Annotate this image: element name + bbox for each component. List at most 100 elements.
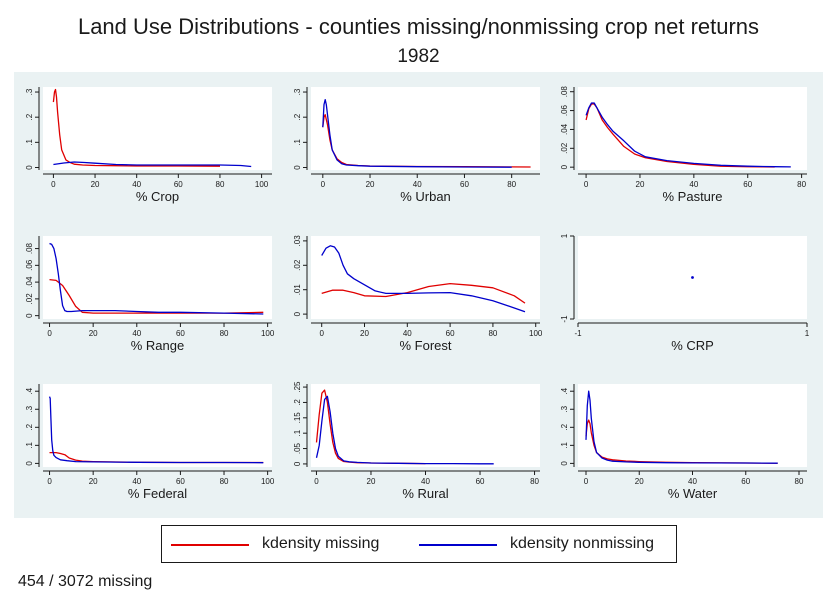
data-point [691,276,694,279]
legend-missing-line [171,544,249,546]
y-tick-label: 0 [293,311,302,316]
y-tick-label: .25 [293,381,302,393]
x-tick-label: 0 [314,477,319,486]
x-tick-label: 80 [530,477,539,486]
x-tick-label: 0 [321,180,326,189]
y-tick-label: 0 [560,461,569,466]
x-tick-label: 100 [529,329,543,338]
x-tick-label: 80 [507,180,516,189]
x-tick-label: 20 [367,477,376,486]
plot-area [311,384,540,467]
y-tick-label: .08 [560,86,569,98]
y-tick-label: .2 [560,423,569,430]
legend-nonmissing-line [419,544,497,546]
series-line-nonmissing [315,395,494,465]
y-tick-label: .1 [560,441,569,448]
x-tick-label: 20 [360,329,369,338]
x-tick-label: 60 [460,180,469,189]
x-tick-label: 80 [216,180,225,189]
x-tick-label: 40 [421,477,430,486]
series-line-nonmissing [321,245,526,313]
y-tick-label: .02 [560,142,569,154]
subplot-rural: 0 20 40 60 80 0 .05 .1 .15 .2 .25 % Rural [293,381,540,501]
series-line-nonmissing [585,102,791,168]
x-axis-title: % Pasture [663,189,723,204]
y-tick-label: 0 [25,165,34,170]
x-tick-label: 60 [176,477,185,486]
series-line-nonmissing [53,161,252,168]
x-axis-title: % Federal [128,486,187,501]
x-tick-label: 60 [176,329,185,338]
y-tick-label: .1 [293,429,302,436]
x-axis-title: % Urban [400,189,451,204]
x-tick-label: 1 [805,329,810,338]
y-tick-label: .4 [25,387,34,394]
x-tick-label: 80 [220,329,229,338]
y-tick-label: .05 [293,442,302,454]
x-tick-label: 20 [635,477,644,486]
y-tick-label: .2 [25,113,34,120]
x-tick-label: 40 [132,180,141,189]
y-tick-label: .3 [560,405,569,412]
x-axis-title: % Forest [399,338,451,353]
y-tick-label: .1 [25,138,34,145]
x-tick-label: 40 [413,180,422,189]
x-tick-label: 80 [220,477,229,486]
x-axis-title: % Rural [402,486,448,501]
x-tick-label: 60 [743,180,752,189]
y-tick-label: .4 [560,387,569,394]
y-tick-label: .2 [293,399,302,406]
y-tick-label: .3 [25,405,34,412]
x-tick-label: 80 [797,180,806,189]
y-tick-label: -1 [560,315,569,323]
y-tick-label: .01 [293,284,302,296]
legend-nonmissing-label: kdensity nonmissing [510,535,655,552]
series-line-nonmissing [48,396,264,464]
y-tick-label: .02 [293,259,302,271]
x-tick-label: 20 [636,180,645,189]
y-tick-label: .08 [25,242,34,254]
y-tick-label: .15 [293,412,302,424]
x-axis-title: % Range [131,338,184,353]
plot-area [311,87,540,170]
x-tick-label: 0 [51,180,56,189]
y-tick-label: .3 [293,88,302,95]
series-line-nonmissing [585,390,778,464]
x-tick-label: 40 [132,477,141,486]
y-tick-label: .02 [25,293,34,305]
y-tick-label: .03 [293,235,302,247]
y-tick-label: .06 [25,259,34,271]
y-tick-label: .2 [25,423,34,430]
x-tick-label: 40 [688,477,697,486]
subplot-federal: 0 20 40 60 80 100 0 .1 .2 .3 .4 % Federal [25,384,275,501]
y-tick-label: .2 [293,113,302,120]
x-axis-title: % CRP [671,338,714,353]
x-tick-label: 60 [174,180,183,189]
y-tick-label: .04 [560,123,569,135]
y-tick-label: .06 [560,104,569,116]
series-line-nonmissing [322,98,512,168]
x-tick-label: 0 [47,477,52,486]
x-tick-label: 80 [488,329,497,338]
x-tick-label: 40 [689,180,698,189]
plot-area [578,384,807,467]
x-tick-label: 20 [91,180,100,189]
y-tick-label: 0 [293,165,302,170]
footnote-missing-count: 454 / 3072 missing [18,573,153,590]
x-tick-label: 0 [584,477,589,486]
x-tick-label: 100 [261,477,275,486]
y-tick-label: 0 [560,164,569,169]
subplot-crp: -1 1 -1 1 % CRP [560,233,810,353]
subplot-pasture: 0 20 40 60 80 0 .02 .04 .06 .08 % Pasture [560,86,807,204]
y-tick-label: .04 [25,276,34,288]
x-tick-label: 20 [366,180,375,189]
x-tick-label: 100 [255,180,269,189]
x-axis-title: % Water [668,486,718,501]
x-tick-label: 0 [319,329,324,338]
x-tick-label: 100 [261,329,275,338]
subplot-water: 0 20 40 60 80 0 .1 .2 .3 .4 % Water [560,384,807,501]
subplot-range: 0 20 40 60 80 100 0 .02 .04 .06 .08 % Range [25,236,275,353]
series-line-missing [321,282,526,304]
x-tick-label: 40 [403,329,412,338]
